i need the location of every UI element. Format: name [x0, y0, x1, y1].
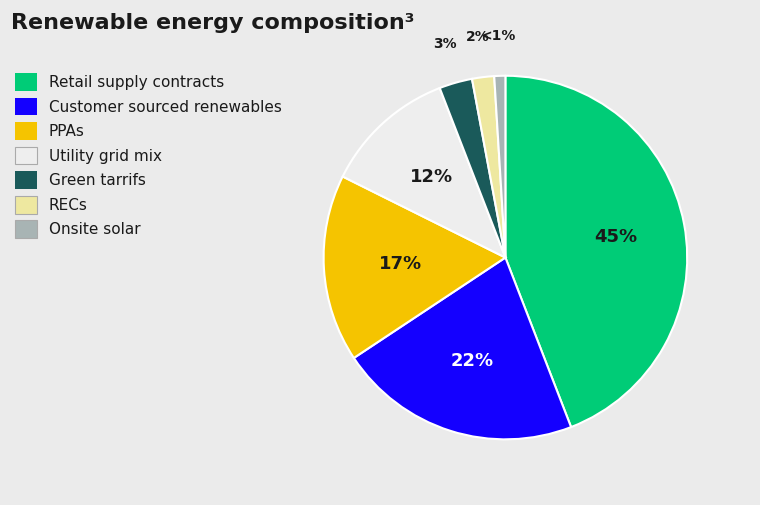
Wedge shape — [324, 177, 505, 358]
Wedge shape — [343, 88, 505, 258]
Wedge shape — [472, 76, 505, 258]
Text: 17%: 17% — [378, 255, 422, 273]
Text: 45%: 45% — [594, 228, 638, 246]
Wedge shape — [354, 258, 571, 439]
Text: <1%: <1% — [481, 29, 516, 43]
Wedge shape — [440, 79, 505, 258]
Text: 12%: 12% — [410, 168, 454, 186]
Wedge shape — [505, 76, 687, 427]
Wedge shape — [494, 76, 505, 258]
Text: 3%: 3% — [433, 37, 457, 51]
Legend: Retail supply contracts, Customer sourced renewables, PPAs, Utility grid mix, Gr: Retail supply contracts, Customer source… — [15, 73, 282, 238]
Text: 22%: 22% — [451, 352, 494, 371]
Text: 2%: 2% — [467, 30, 490, 44]
Text: Renewable energy composition³: Renewable energy composition³ — [11, 13, 415, 33]
